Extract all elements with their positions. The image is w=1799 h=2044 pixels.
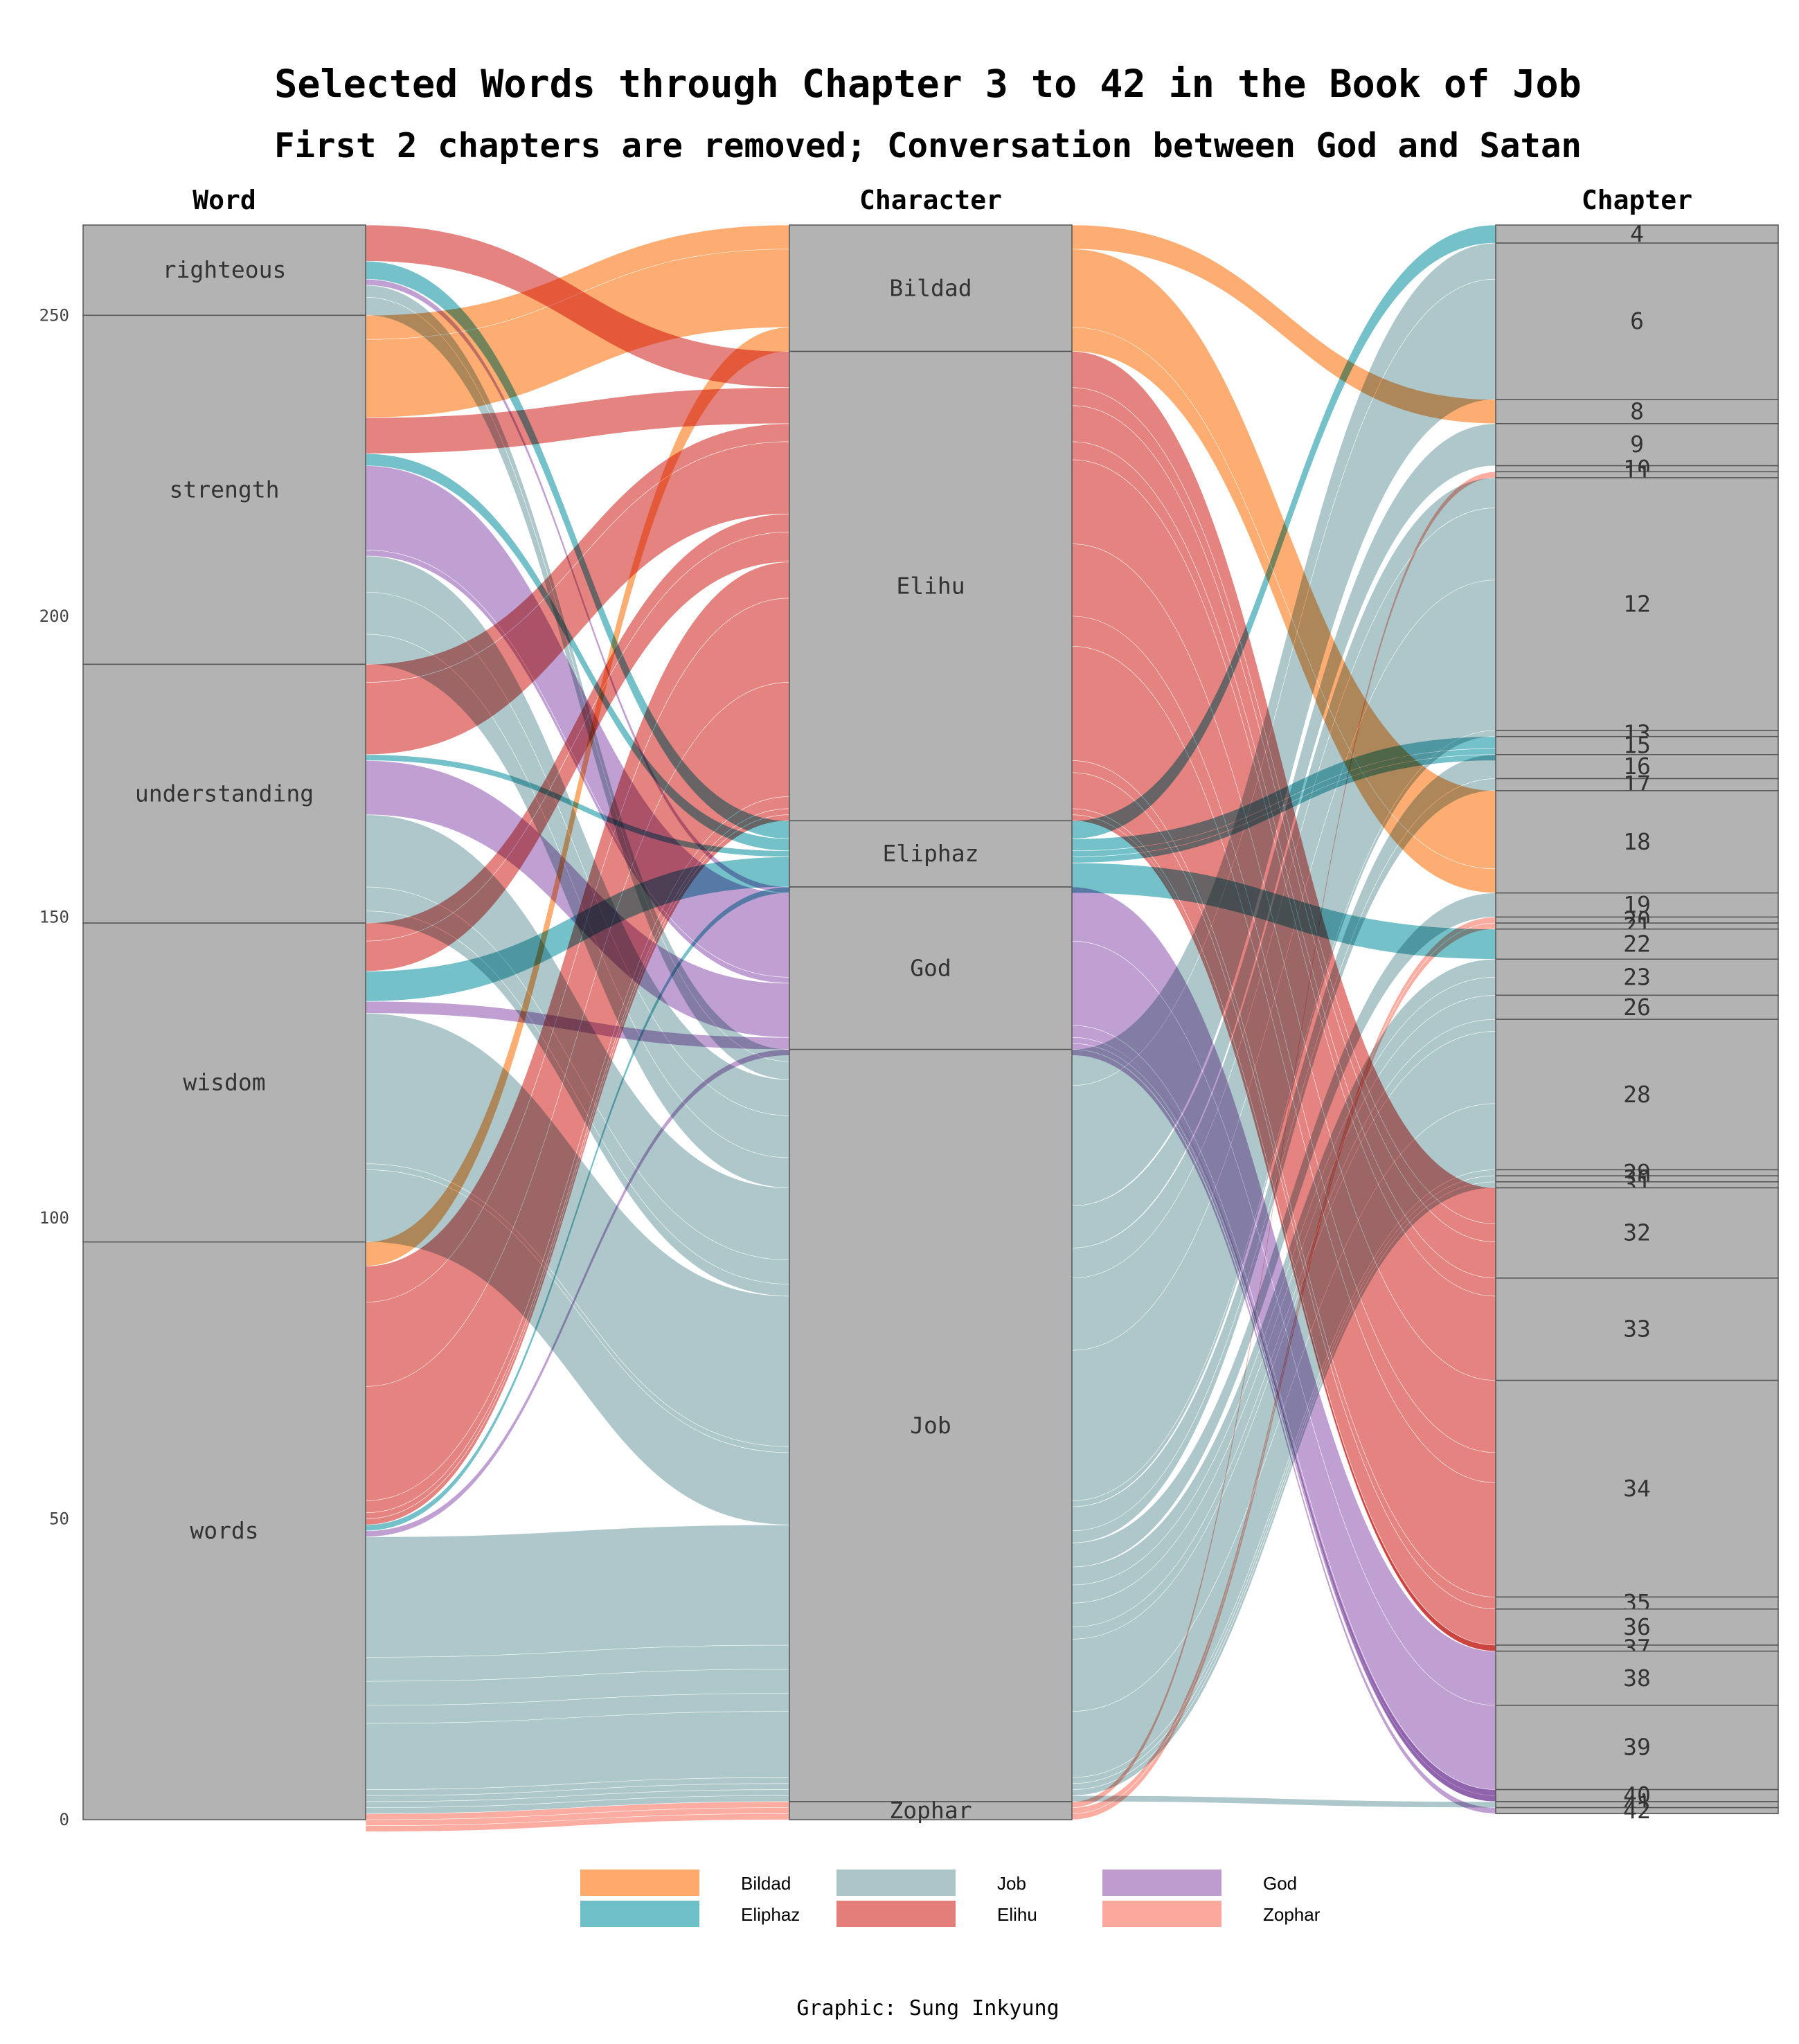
legend-swatch [580, 1901, 699, 1927]
stratum-word-understanding [82, 663, 366, 924]
legend-label: Bildad [741, 1873, 791, 1894]
chart-subtitle: First 2 chapters are removed; Conversati… [274, 126, 1582, 165]
stratum-label: 8 [1630, 397, 1644, 424]
y-tick-label: 250 [39, 305, 69, 325]
stratum-chapter-28 [1495, 1019, 1779, 1171]
stratum-label: 28 [1623, 1081, 1651, 1108]
axis-header-chapter: Chapter [1582, 185, 1692, 215]
legend-label: God [1263, 1873, 1297, 1894]
stratum-label: words [190, 1517, 258, 1544]
legend: Bildad Eliphaz Job Elihu God Zophar [580, 1870, 1321, 1927]
stratum-label: 38 [1623, 1665, 1651, 1692]
stratum-label: 18 [1623, 828, 1651, 855]
stratum-chapter-23 [1495, 958, 1779, 996]
stratum-label: Zophar [889, 1797, 972, 1824]
stratum-label: 32 [1623, 1219, 1651, 1246]
stratum-label: 19 [1623, 891, 1651, 918]
stratum-character-eliphaz [789, 820, 1073, 888]
stratum-label: Eliphaz [882, 840, 978, 867]
legend-swatch [1102, 1870, 1221, 1896]
stratum-label: 23 [1623, 963, 1651, 990]
legend-swatch [836, 1870, 956, 1896]
stratum-label: 22 [1623, 931, 1651, 958]
y-tick-label: 200 [39, 607, 69, 626]
stratum-chapter-36 [1495, 1608, 1779, 1646]
stratum-chapter-8 [1495, 399, 1779, 424]
stratum-label: 34 [1623, 1475, 1651, 1502]
stratum-character-job [789, 1048, 1073, 1802]
stratum-label: 26 [1623, 994, 1651, 1021]
legend-label: Elihu [997, 1904, 1037, 1925]
y-tick-label: 50 [49, 1509, 69, 1528]
stratum-label: 33 [1623, 1316, 1651, 1343]
stratum-word-words [82, 1241, 366, 1820]
flow-layer [365, 224, 1496, 1832]
stratum-chapter-16 [1495, 754, 1779, 780]
stratum-label: Job [910, 1412, 951, 1439]
stratum-character-elihu [789, 350, 1073, 822]
legend-label: Job [997, 1873, 1026, 1894]
stratum-label: 12 [1623, 591, 1651, 618]
legend-swatch [580, 1870, 699, 1896]
stratum-label: wisdom [183, 1068, 265, 1095]
stratum-chapter-42 [1495, 1807, 1779, 1815]
legend-swatch [1102, 1901, 1221, 1927]
stratum-chapter-32 [1495, 1187, 1779, 1279]
stratum-label: 9 [1630, 431, 1644, 458]
axis-header-character: Character [859, 185, 1002, 215]
stratum-chapter-19 [1495, 892, 1779, 918]
stratum-chapter-15 [1495, 735, 1779, 755]
stratum-label: 4 [1630, 220, 1644, 247]
y-tick-label: 0 [60, 1810, 69, 1829]
stratum-label: righteous [163, 256, 287, 283]
stratum-label: Bildad [889, 274, 972, 301]
stratum-character-bildad [789, 224, 1073, 352]
stratum-label: God [910, 954, 951, 981]
strata-layer: righteous strength understanding wisdom word… [82, 220, 1779, 1824]
stratum-label: strength [170, 476, 280, 503]
stratum-chapter-39 [1495, 1705, 1779, 1791]
stratum-chapter-34 [1495, 1379, 1779, 1598]
y-tick-label: 100 [39, 1208, 69, 1228]
chart-title: Selected Words through Chapter 3 to 42 i… [274, 62, 1581, 106]
y-tick-label: 150 [39, 907, 69, 926]
stratum-label: 6 [1630, 307, 1644, 334]
stratum-word-wisdom [82, 922, 366, 1243]
stratum-label: 39 [1623, 1734, 1651, 1761]
caption: Graphic: Sung Inkyung [796, 1996, 1059, 2020]
stratum-chapter-6 [1495, 242, 1779, 400]
stratum-label: understanding [135, 780, 314, 807]
legend-label: Eliphaz [741, 1904, 800, 1925]
stratum-chapter-9 [1495, 423, 1779, 467]
stratum-label: Elihu [896, 572, 965, 599]
stratum-chapter-33 [1495, 1278, 1779, 1381]
stratum-word-righteous [82, 224, 366, 316]
stratum-chapter-12 [1495, 477, 1779, 731]
stratum-chapter-4 [1495, 224, 1779, 244]
axis-header-word: Word [193, 185, 256, 215]
stratum-label: 36 [1623, 1613, 1651, 1640]
stratum-label: 42 [1623, 1797, 1651, 1824]
stratum-chapter-26 [1495, 994, 1779, 1020]
stratum-character-god [789, 886, 1073, 1050]
y-axis: 0 50 100 150 200 250 [39, 305, 69, 1829]
stratum-word-strength [82, 314, 366, 665]
flow-word-character [365, 1524, 790, 1658]
stratum-label: 16 [1623, 753, 1651, 780]
stratum-character-zophar [789, 1801, 1073, 1820]
flow-character-chapter [1071, 1795, 1496, 1808]
legend-swatch [836, 1901, 956, 1927]
axis-headers: Word Character Chapter [193, 185, 1692, 215]
legend-label: Zophar [1263, 1904, 1321, 1925]
